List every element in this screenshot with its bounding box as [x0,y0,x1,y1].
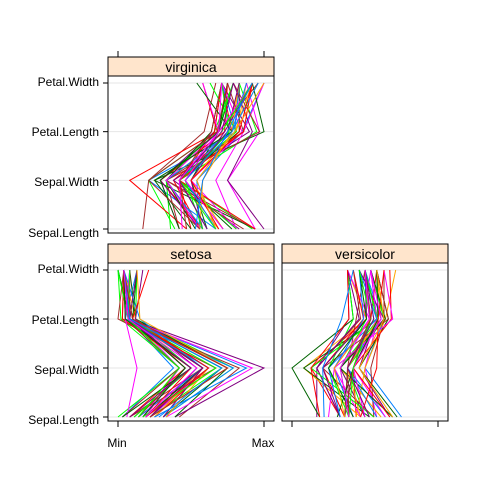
series-line-versicolor-48 [322,269,354,418]
axis-layer: Petal.Width Petal.Length Sepal.Width Sep… [28,75,274,450]
series-line-versicolor-33 [333,269,394,418]
y-tick-label-top-3: Petal.Width [38,75,99,89]
series-line-virginica-48 [194,82,253,230]
panel-border-virginica [107,75,275,234]
series-line-setosa-45 [127,269,180,418]
series-line-versicolor-49 [339,269,370,418]
series-line-versicolor-27 [352,269,392,418]
series-line-setosa-37 [117,269,217,418]
series-line-virginica-38 [178,82,223,230]
series-line-virginica-17 [226,82,261,230]
series-line-setosa-41 [124,269,138,418]
series-line-versicolor-45 [348,269,372,418]
series-line-versicolor-47 [346,269,375,418]
series-line-virginica-9 [215,82,265,230]
series-line-virginica-44 [196,82,265,230]
panel-setosa: setosa [103,243,275,427]
series-line-virginica-21 [165,82,234,230]
series-line-virginica-42 [159,82,228,230]
series-line-virginica-46 [147,82,228,230]
series-line-virginica-40 [184,82,259,230]
series-line-versicolor-36 [358,269,394,418]
series-line-setosa-42 [122,269,192,418]
strip-label-versicolor: versicolor [335,246,395,262]
series-line-versicolor-43 [310,269,350,418]
series-line-versicolor-37 [310,269,378,418]
series-line-virginica-49 [178,82,223,230]
panel-versicolor: versicolor [281,243,449,427]
series-line-setosa-43 [132,269,210,418]
series-line-versicolor-34 [336,269,379,418]
series-line-versicolor-32 [333,269,365,418]
strip-label-virginica: virginica [165,59,217,75]
y-tick-label-bottom-0: Sepal.Length [28,413,99,427]
series-line-virginica-34 [153,82,233,230]
series-line-virginica-37 [184,82,230,230]
series-line-virginica-35 [178,82,256,230]
series-line-versicolor-25 [352,269,386,418]
series-line-virginica-19 [128,82,218,230]
series-line-virginica-25 [190,82,243,230]
series-line-versicolor-46 [346,269,372,418]
series-line-virginica-41 [184,82,253,230]
panel-border-versicolor [281,262,449,422]
series-line-versicolor-39 [322,269,368,418]
strip-label-setosa: setosa [170,246,211,262]
series-line-virginica-31 [226,82,265,230]
series-line-setosa-48 [123,269,223,418]
series-line-versicolor-42 [327,269,368,418]
y-tick-label-top-0: Sepal.Length [28,226,99,240]
y-tick-label-top-2: Petal.Length [32,125,99,139]
panel-virginica: virginica [103,51,275,234]
series-line-versicolor-29 [327,269,354,418]
series-line-virginica-27 [178,82,223,230]
series-line-setosa-49 [123,269,198,418]
y-tick-label-bottom-2: Petal.Length [32,313,99,327]
series-line-versicolor-41 [352,269,382,418]
y-tick-label-bottom-1: Sepal.Width [34,363,99,377]
x-tick-label-min: Min [107,436,126,450]
y-tick-label-top-1: Sepal.Width [34,175,99,189]
series-line-virginica-47 [178,82,234,230]
series-line-virginica-3 [172,82,233,230]
x-tick-label-max: Max [252,436,275,450]
panel-border-setosa [107,262,275,422]
series-line-versicolor-31 [316,269,360,418]
series-line-setosa-13 [117,269,181,418]
series-line-virginica-22 [165,82,261,230]
series-line-versicolor-35 [360,269,385,418]
series-line-setosa-46 [123,269,229,418]
y-tick-label-bottom-3: Petal.Width [38,262,99,276]
